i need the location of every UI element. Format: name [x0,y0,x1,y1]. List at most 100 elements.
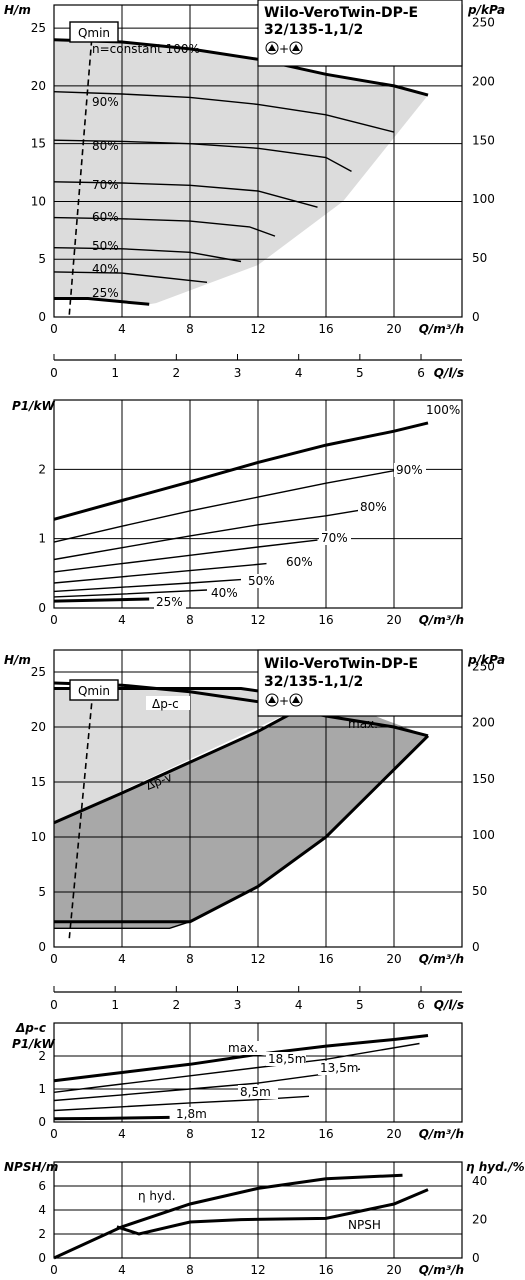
y-tick-label: 1 [38,1082,46,1096]
qmin-box [69,21,119,43]
x-tick-label: 4 [118,322,126,336]
x-tick-label: 12 [250,322,265,336]
y-tick-label: 20 [31,79,46,93]
x-tick-label: 4 [118,952,126,966]
speed-label: 40% [92,262,119,276]
label-bg [246,574,278,588]
speed-label: 70% [92,178,119,192]
x-tick-label: 12 [250,1127,265,1141]
label-bg [209,586,241,600]
power-label: 60% [286,555,313,569]
y-tick-label: 2 [38,462,46,476]
x-tick-label: 4 [118,1127,126,1141]
n-constant-label: n=constant 100% [92,42,200,56]
label-bg [358,500,390,514]
x-axis-label: Q/m³/h [419,1263,464,1277]
y-tick-label: 0 [38,1251,46,1265]
power-label: 25% [156,595,183,609]
qmin-box [69,679,119,701]
ls-tick-label: 4 [295,998,303,1012]
y-axis-label: P1/kW [12,399,56,413]
control-power-label: 1,8m [176,1107,207,1121]
x-axis-label: Q/m³/h [419,613,464,627]
title-box [257,0,463,67]
y-tick-label: 4 [38,1203,46,1217]
power-label: 100% [426,403,460,417]
x-tick-label: 0 [50,1263,58,1277]
x-tick-label: 20 [386,613,401,627]
plot-frame [53,399,463,609]
operating-area [54,39,428,305]
y2-axis-label: η hyd./% [466,1160,525,1174]
y-tick-label: 2 [38,1049,46,1063]
y-tick-label: 0 [38,940,46,954]
ls-tick-label: 2 [173,366,181,380]
plot-frame [53,1022,463,1123]
qmin-line [68,22,94,315]
y-tick-label: 6 [38,1179,46,1193]
min-curve-2 [54,921,191,929]
qmin-label: Qmin [78,26,110,40]
x-tick-label: 0 [50,322,58,336]
label-bg [424,403,456,417]
chart-subtitle: 32/135-1,1/2 [264,674,363,690]
x-tick-label: 0 [50,1127,58,1141]
x-tick-label: 20 [386,1263,401,1277]
y2-tick-label: 150 [472,772,495,786]
y-tick-label: 5 [38,885,46,899]
pump-icon [289,41,303,55]
power-label: 40% [211,586,238,600]
control-power-curve [53,1042,420,1093]
control-power-label: max. [228,1041,258,1055]
x-tick-label: 20 [386,1127,401,1141]
x-tick-label: 12 [250,1263,265,1277]
ls-tick-label: 6 [417,366,425,380]
y-tick-label: 15 [31,137,46,151]
power-curve-80pct [53,509,361,561]
ls-tick-label: 3 [234,998,242,1012]
efficiency-curve [53,1173,403,1260]
efficiency-label: η hyd. [138,1189,176,1203]
plus-sign: + [279,694,289,708]
y-tick-label: 25 [31,665,46,679]
y-axis-label: Δp-c [15,1021,46,1035]
x-tick-label: 4 [118,613,126,627]
x-tick-label: 20 [386,322,401,336]
x-tick-label: 8 [186,613,194,627]
control-power-label: 13,5m [320,1061,358,1075]
ls-tick-label: 1 [111,366,119,380]
power-curve-90pct [53,470,395,543]
x-tick-label: 16 [318,1127,333,1141]
y2-tick-label: 100 [472,192,495,206]
chart-title: Wilo-VeroTwin-DP-E [264,656,418,672]
y2-tick-label: 100 [472,828,495,842]
x-tick-label: 8 [186,952,194,966]
npsh-curve [116,1188,429,1236]
x-tick-label: 16 [318,1263,333,1277]
label-bg [318,1061,358,1075]
y-tick-label: 10 [31,830,46,844]
pump-icon [265,41,279,55]
label-bg [238,1085,278,1099]
y-axis-label: NPSH/m [4,1160,58,1174]
qmin-line [68,688,94,939]
y2-tick-label: 200 [472,74,495,88]
x-tick-label: 12 [250,952,265,966]
y-tick-label: 0 [38,310,46,324]
x-tick-label: 8 [186,322,194,336]
speed-label: 60% [92,210,119,224]
qmin-label: Qmin [78,684,110,698]
y2-tick-label: 0 [472,940,480,954]
y2-tick-label: 150 [472,133,495,147]
y2-tick-label: 200 [472,716,495,730]
y2-tick-label: 50 [472,884,487,898]
y-axis-label-2: P1/kW [12,1037,56,1051]
power-label: 70% [321,531,348,545]
control-power-label: 18,5m [268,1052,306,1066]
label-bg [284,555,316,569]
ls-tick-label: 4 [295,366,303,380]
power-label: 80% [360,500,387,514]
dpc-area [54,688,318,823]
label-bg [226,1041,266,1055]
